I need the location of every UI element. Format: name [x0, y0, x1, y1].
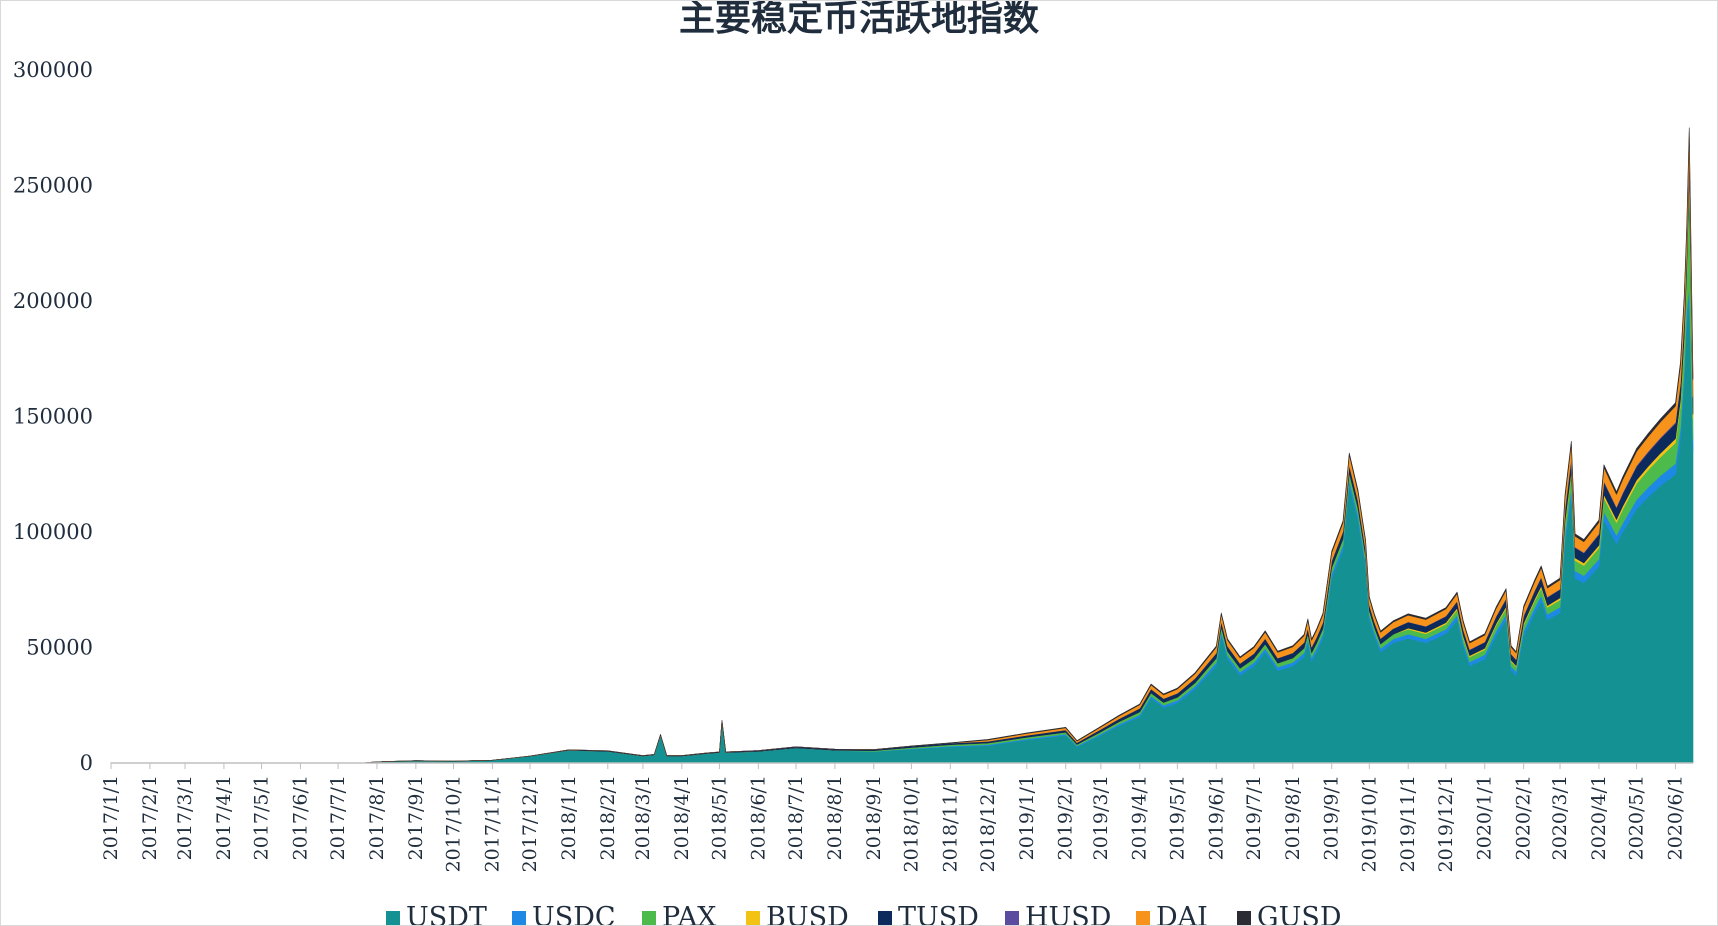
legend: USDT USDC PAX BUSD TUSD HUSD DAI GUSD: [386, 902, 1341, 925]
x-tick-label: 2019/8/1: [1282, 775, 1304, 860]
x-tick-label: 2017/12/1: [519, 775, 541, 872]
x-tick-label: 2020/2/1: [1513, 775, 1535, 860]
y-tick-label: 0: [80, 751, 93, 775]
x-tick-label: 2017/8/1: [366, 775, 388, 860]
legend-label: GUSD: [1257, 902, 1341, 925]
x-tick-label: 2018/9/1: [863, 775, 885, 860]
x-tick-label: 2018/12/1: [977, 775, 999, 872]
y-tick-label: 150000: [13, 405, 93, 429]
x-tick-label: 2018/4/1: [671, 775, 693, 860]
x-tick-label: 2018/10/1: [900, 775, 922, 872]
x-tick-label: 2020/4/1: [1588, 775, 1610, 860]
legend-item-pax: PAX: [642, 902, 717, 925]
x-tick-label: 2020/1/1: [1474, 775, 1496, 860]
x-tick-label: 2018/3/1: [632, 775, 654, 860]
x-tick-label: 2019/11/1: [1397, 775, 1419, 872]
legend-swatch: [1237, 911, 1251, 925]
x-tick-label: 2017/10/1: [442, 775, 464, 872]
x-tick-label: 2019/9/1: [1321, 775, 1343, 860]
legend-swatch: [746, 911, 760, 925]
y-tick-label: 200000: [13, 289, 93, 313]
legend-swatch: [878, 911, 892, 925]
legend-swatch: [1005, 911, 1019, 925]
x-tick-label: 2020/6/1: [1664, 775, 1686, 860]
x-tick-label: 2019/6/1: [1205, 775, 1227, 860]
y-axis: 0 50000 100000 150000 200000 250000 300000: [13, 58, 93, 775]
y-tick-label: 50000: [26, 636, 93, 660]
x-tick-label: 2017/7/1: [327, 775, 349, 860]
legend-item-gusd: GUSD: [1237, 902, 1341, 925]
x-tick-label: 2019/1/1: [1016, 775, 1038, 860]
legend-item-usdc: USDC: [512, 902, 616, 925]
x-tick-label: 2017/6/1: [289, 775, 311, 860]
legend-label: HUSD: [1025, 902, 1111, 925]
area-series-gusd: [110, 127, 1694, 764]
x-tick-label: 2018/6/1: [747, 775, 769, 860]
x-tick-label: 2019/4/1: [1129, 775, 1151, 860]
x-tick-label: 2020/5/1: [1626, 775, 1648, 860]
area-series-group: [110, 127, 1694, 764]
x-tick-label: 2017/2/1: [139, 775, 161, 860]
x-tick-label: 2017/5/1: [251, 775, 273, 860]
legend-item-busd: BUSD: [746, 902, 849, 925]
x-tick-label: 2017/11/1: [481, 775, 503, 872]
x-tick-label: 2019/12/1: [1435, 775, 1457, 872]
legend-item-usdt: USDT: [386, 902, 487, 925]
x-tick-label: 2017/3/1: [174, 775, 196, 860]
legend-item-dai: DAI: [1136, 902, 1208, 925]
legend-swatch: [386, 911, 400, 925]
legend-label: BUSD: [766, 902, 849, 925]
y-tick-label: 250000: [13, 174, 93, 198]
y-tick-label: 100000: [13, 520, 93, 544]
x-tick-label: 2018/2/1: [597, 775, 619, 860]
x-tick-label: 2019/5/1: [1166, 775, 1188, 860]
legend-swatch: [1136, 911, 1150, 925]
x-tick-label: 2017/4/1: [213, 775, 235, 860]
legend-label: PAX: [662, 902, 717, 925]
x-tick-label: 2018/7/1: [785, 775, 807, 860]
x-axis: 2017/1/1 2017/2/1 2017/3/1 2017/4/1 2017/5/1…: [100, 763, 1686, 872]
x-tick-label: 2017/1/1: [100, 775, 122, 860]
x-tick-label: 2018/1/1: [558, 775, 580, 860]
x-tick-label: 2018/8/1: [824, 775, 846, 860]
x-tick-label: 2017/9/1: [405, 775, 427, 860]
y-tick-label: 300000: [13, 58, 93, 82]
area-series-usdt: [110, 300, 1694, 764]
x-tick-label: 2019/10/1: [1358, 775, 1380, 872]
x-tick-label: 2019/3/1: [1090, 775, 1112, 860]
legend-label: DAI: [1156, 902, 1208, 925]
legend-swatch: [512, 911, 526, 925]
legend-label: TUSD: [898, 902, 979, 925]
chart-title: 主要稳定币活跃地指数: [679, 1, 1039, 39]
legend-item-tusd: TUSD: [878, 902, 979, 925]
x-tick-label: 2020/3/1: [1549, 775, 1571, 860]
legend-label: USDT: [406, 902, 487, 925]
x-tick-label: 2019/7/1: [1243, 775, 1265, 860]
x-tick-label: 2019/2/1: [1055, 775, 1077, 860]
x-tick-label: 2018/11/1: [939, 775, 961, 872]
x-tick-label: 2018/5/1: [708, 775, 730, 860]
legend-label: USDC: [532, 902, 616, 925]
legend-swatch: [642, 911, 656, 925]
legend-item-husd: HUSD: [1005, 902, 1111, 925]
